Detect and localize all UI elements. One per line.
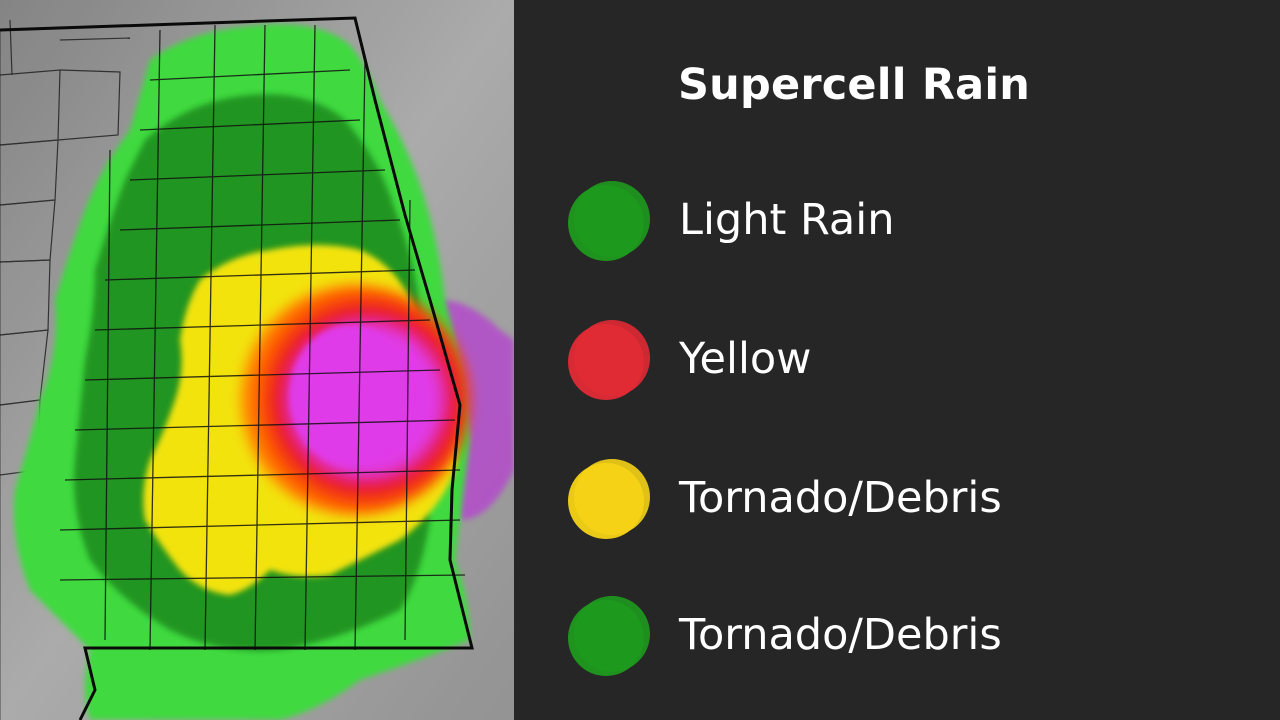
legend-label-light-rain: Light Rain — [679, 195, 895, 245]
radar-map-graphic — [0, 0, 514, 720]
legend-item-yellow: Yellow — [564, 316, 1264, 406]
legend-label-yellow: Yellow — [679, 334, 812, 384]
green-circle-icon — [564, 177, 656, 267]
red-circle-icon — [564, 316, 656, 406]
legend-label-tornado-debris-2: Tornado/Debris — [679, 610, 1002, 660]
legend-item-tornado-debris: Tornado/Debris — [564, 455, 1264, 545]
county-lines — [59, 24, 466, 651]
legend-item-light-rain: Light Rain — [564, 177, 1264, 267]
state-border — [0, 16, 474, 720]
radar-map — [0, 0, 514, 720]
legend-label-tornado-debris: Tornado/Debris — [679, 473, 1002, 523]
green-circle-icon — [564, 592, 656, 682]
yellow-circle-icon — [564, 455, 656, 545]
legend-item-tornado-debris-2: Tornado/Debris — [564, 592, 1264, 682]
legend-title: Supercell Rain — [678, 60, 1031, 110]
legend-panel: Supercell Rain Light Rain Yellow Tornado… — [514, 0, 1280, 720]
extreme-core — [290, 325, 410, 465]
